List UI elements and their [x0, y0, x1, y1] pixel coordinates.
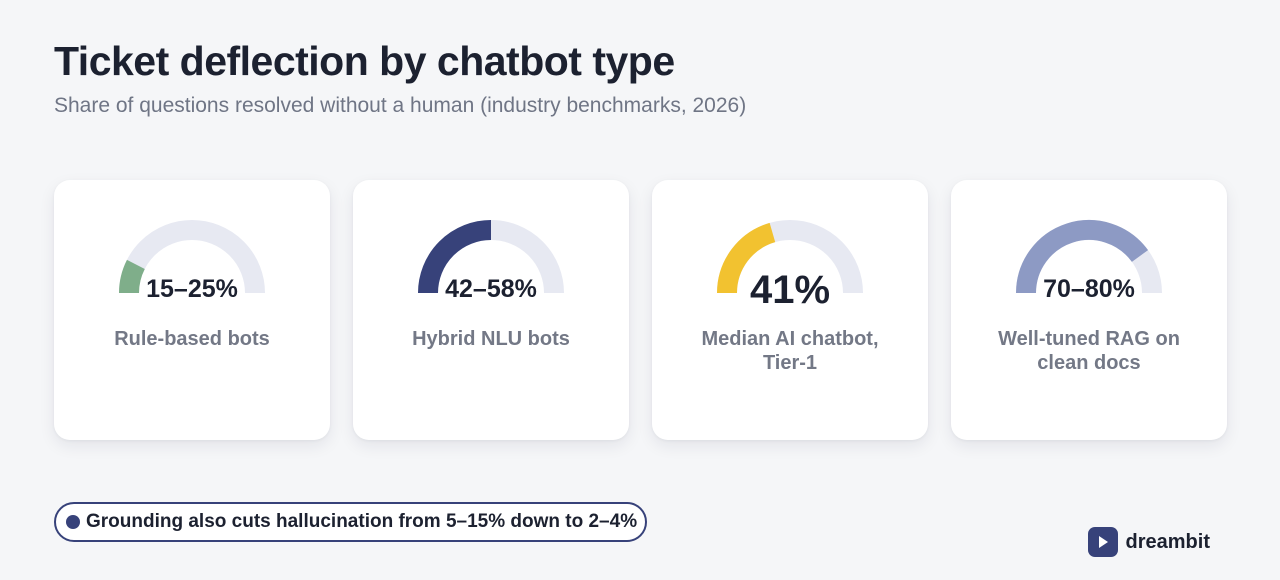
- gauge-label: Rule-based bots: [114, 328, 270, 350]
- gauge-card-median-ai: 41% Median AI chatbot, Tier-1: [652, 180, 928, 440]
- gauge-label: Median AI chatbot, Tier-1: [701, 328, 879, 374]
- play-logo-icon: [1087, 527, 1118, 557]
- gauge-label: Well-tuned RAG on clean docs: [998, 328, 1180, 374]
- gauge-value: 41%: [750, 268, 830, 312]
- gauge-svg: 70–80%: [1016, 220, 1162, 303]
- bullet-dot-icon: [66, 515, 80, 529]
- gauge-svg: 41%: [717, 220, 863, 312]
- gauge-fill: [1016, 220, 1149, 294]
- brand-name: dreambit: [1125, 530, 1210, 553]
- gauge-card-rag: 70–80% Well-tuned RAG on clean docs: [951, 180, 1227, 440]
- gauge-value: 15–25%: [146, 275, 238, 303]
- gauge-svg: 42–58%: [418, 220, 564, 303]
- page-subtitle: Share of questions resolved without a hu…: [54, 94, 747, 117]
- footnote-pill: Grounding also cuts hallucination from 5…: [54, 502, 648, 542]
- gauge-value: 70–80%: [1043, 275, 1135, 303]
- gauge-fill: [119, 259, 145, 294]
- brand: dreambit: [1087, 527, 1210, 557]
- gauge-card-hybrid-nlu: 42–58% Hybrid NLU bots: [353, 180, 629, 440]
- gauge-value: 42–58%: [445, 275, 537, 303]
- gauge-fill: [717, 222, 776, 294]
- gauge-card-rule-based: 15–25% Rule-based bots: [54, 180, 330, 440]
- gauge-label: Hybrid NLU bots: [412, 328, 570, 350]
- gauge-cards: 15–25% Rule-based bots 42–58% Hybrid NLU…: [54, 180, 1227, 440]
- gauge-fill: [418, 220, 492, 294]
- footnote-text: Grounding also cuts hallucination from 5…: [86, 511, 638, 532]
- gauge-svg: 15–25%: [119, 220, 265, 303]
- page-title: Ticket deflection by chatbot type: [54, 38, 675, 84]
